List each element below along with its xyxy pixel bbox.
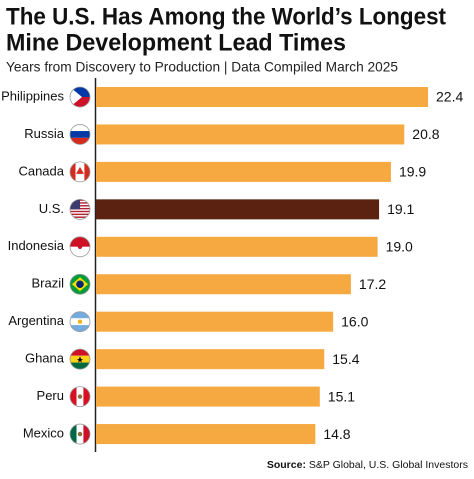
y-tick-label: Argentina: [8, 313, 64, 328]
value-label: 14.8: [323, 426, 350, 442]
y-tick-label: Philippines: [1, 88, 64, 103]
y-tick-label: U.S.: [39, 201, 64, 216]
bar: [96, 386, 320, 407]
flag-border: [69, 311, 91, 333]
flag-part: [70, 216, 90, 218]
flag-part: [70, 362, 90, 370]
bar: [96, 424, 316, 445]
flag-part: [70, 325, 90, 332]
flag-part: [77, 319, 83, 324]
y-tick-label: Brazil: [31, 276, 64, 291]
y-tick-label: Indonesia: [8, 238, 65, 253]
flag-border: [69, 161, 91, 183]
y-tick-label: Canada: [18, 163, 64, 178]
chart-title: Mine Development Lead Times: [6, 29, 346, 56]
flag-part: [70, 246, 90, 257]
flag: [70, 349, 90, 370]
flag-part: [76, 166, 84, 174]
flag-part: [70, 199, 80, 210]
bar: [96, 236, 378, 257]
flag-border: [69, 423, 91, 445]
flag-part: [70, 87, 82, 107]
value-label: 17.2: [359, 276, 386, 292]
flag-part: [70, 424, 77, 445]
value-label: 19.9: [399, 164, 426, 180]
flag-border: [69, 198, 91, 220]
flag-part: [77, 244, 83, 249]
value-label: 15.4: [332, 351, 359, 367]
flag: [70, 424, 90, 445]
flag-part: [70, 236, 90, 247]
flag-part: [84, 161, 90, 182]
flag: [70, 199, 90, 218]
value-label: 15.1: [328, 388, 355, 404]
flag-part: [77, 394, 83, 399]
value-label: 19.0: [386, 239, 413, 255]
y-tick-label: Peru: [37, 388, 64, 403]
value-label: 22.4: [436, 89, 463, 105]
y-tick-label: Russia: [24, 126, 65, 141]
value-label: 19.1: [387, 201, 414, 217]
bar: [96, 274, 351, 295]
chart-subtitle: Years from Discovery to Production | Dat…: [6, 59, 398, 75]
flag-part: [83, 386, 90, 407]
flag: [70, 161, 90, 182]
source: Source: S&P Global, U.S. Global Investor…: [267, 459, 468, 471]
bar: [96, 87, 428, 107]
flag: [70, 386, 90, 407]
flag-border: [69, 348, 91, 370]
flag: [70, 311, 90, 332]
flag-part: [70, 213, 90, 216]
chart-title: The U.S. Has Among the World’s Longest: [6, 3, 446, 30]
flag-border: [69, 273, 91, 295]
value-label: 20.8: [412, 126, 439, 142]
flag: [70, 274, 90, 295]
flag-border: [69, 236, 91, 258]
flag-part: [70, 87, 90, 97]
flag-part: [83, 424, 90, 445]
flag-part: [70, 137, 90, 145]
bar: [96, 311, 334, 332]
flag-part: [76, 280, 84, 289]
flag-part: [70, 311, 90, 319]
flag: [70, 87, 90, 107]
flag-part: [70, 131, 90, 138]
flag-border: [69, 386, 91, 408]
flag-border: [69, 86, 91, 108]
y-tick-label: Ghana: [25, 351, 65, 366]
flag-part: [70, 210, 90, 213]
bar: [96, 349, 325, 370]
flag-part: [70, 349, 90, 356]
flag-part: [70, 161, 76, 182]
value-label: 16.0: [341, 313, 368, 329]
y-tick-label: Mexico: [23, 425, 64, 440]
flag: [70, 124, 90, 145]
flag-part: [70, 386, 77, 407]
flag-part: [70, 124, 90, 132]
flag-part: [77, 356, 83, 363]
flag-border: [69, 124, 91, 145]
flag: [70, 236, 90, 257]
bar: [96, 199, 380, 220]
flag-part: [77, 431, 83, 437]
flag-part: [70, 97, 90, 107]
source-text: S&P Global, U.S. Global Investors: [309, 459, 468, 471]
bar: [96, 161, 391, 182]
bar: [96, 124, 405, 145]
source-label: Source:: [267, 459, 306, 471]
